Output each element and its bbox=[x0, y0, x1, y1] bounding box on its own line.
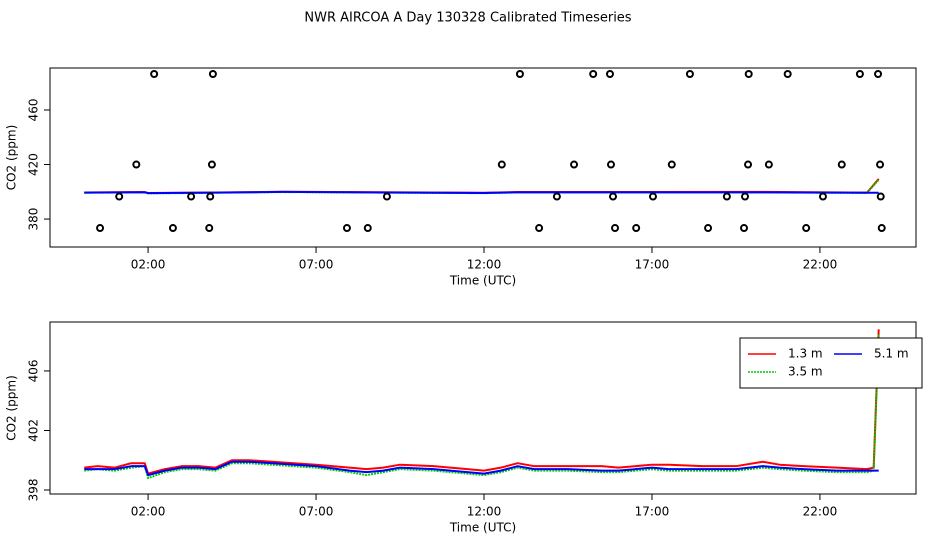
plot-area bbox=[84, 329, 880, 480]
point bbox=[515, 69, 524, 78]
y-tick-label: 420 bbox=[27, 153, 41, 176]
point bbox=[168, 224, 177, 233]
point bbox=[570, 160, 579, 169]
point bbox=[132, 160, 141, 169]
x-axis-label: Time (UTC) bbox=[449, 274, 516, 288]
point bbox=[876, 192, 885, 201]
point bbox=[667, 160, 676, 169]
legend-box bbox=[739, 337, 923, 389]
legend-label: 1.3 m bbox=[788, 347, 823, 361]
x-tick-label: 12:00 bbox=[467, 258, 502, 272]
x-tick-label: 07:00 bbox=[299, 258, 334, 272]
x-tick-label: 22:00 bbox=[803, 258, 838, 272]
point bbox=[855, 69, 864, 78]
point bbox=[115, 192, 124, 201]
point bbox=[877, 224, 886, 233]
point bbox=[96, 224, 105, 233]
chart-title: NWR AIRCOA A Day 130328 Calibrated Times… bbox=[304, 11, 631, 26]
point bbox=[611, 224, 620, 233]
point bbox=[187, 192, 196, 201]
plot-frame bbox=[49, 321, 917, 495]
plot-area bbox=[84, 178, 880, 195]
point bbox=[818, 192, 827, 201]
point bbox=[535, 224, 544, 233]
x-tick-label: 12:00 bbox=[467, 505, 502, 519]
y-tick-label: 402 bbox=[27, 419, 41, 442]
point bbox=[874, 69, 883, 78]
y-tick-label: 406 bbox=[27, 359, 41, 382]
point bbox=[802, 224, 811, 233]
line bbox=[84, 333, 880, 480]
point bbox=[342, 224, 351, 233]
point bbox=[744, 69, 753, 78]
point bbox=[208, 69, 217, 78]
x-tick-label: 02:00 bbox=[131, 505, 166, 519]
point bbox=[740, 224, 749, 233]
point bbox=[205, 224, 214, 233]
point bbox=[206, 192, 215, 201]
x-tick-label: 07:00 bbox=[299, 505, 334, 519]
y-tick-label: 380 bbox=[27, 208, 41, 231]
point bbox=[837, 160, 846, 169]
point bbox=[363, 224, 372, 233]
point bbox=[497, 160, 506, 169]
point bbox=[609, 192, 618, 201]
point bbox=[150, 69, 159, 78]
point bbox=[382, 192, 391, 201]
x-tick-label: 17:00 bbox=[635, 505, 670, 519]
point bbox=[632, 224, 641, 233]
y-tick-label: 460 bbox=[27, 99, 41, 122]
x-tick-label: 22:00 bbox=[803, 505, 838, 519]
x-tick-label: 17:00 bbox=[635, 258, 670, 272]
point bbox=[722, 192, 731, 201]
point bbox=[876, 160, 885, 169]
point bbox=[648, 192, 657, 201]
point bbox=[606, 160, 615, 169]
point bbox=[207, 160, 216, 169]
point bbox=[741, 192, 750, 201]
legend-label: 5.1 m bbox=[874, 347, 909, 361]
y-tick-label: 398 bbox=[27, 479, 41, 502]
y-axis-label: CO2 (ppm) bbox=[5, 125, 19, 191]
line bbox=[84, 329, 880, 475]
point bbox=[685, 69, 694, 78]
point bbox=[744, 160, 753, 169]
legend-label: 3.5 m bbox=[788, 365, 823, 379]
point bbox=[764, 160, 773, 169]
point bbox=[783, 69, 792, 78]
line bbox=[84, 460, 879, 477]
point bbox=[704, 224, 713, 233]
y-axis-label: CO2 (ppm) bbox=[5, 375, 19, 441]
plot-frame bbox=[49, 67, 917, 248]
point bbox=[589, 69, 598, 78]
x-tick-label: 02:00 bbox=[131, 258, 166, 272]
line bbox=[84, 190, 879, 195]
x-axis-label: Time (UTC) bbox=[449, 521, 516, 535]
point bbox=[605, 69, 614, 78]
point bbox=[552, 192, 561, 201]
